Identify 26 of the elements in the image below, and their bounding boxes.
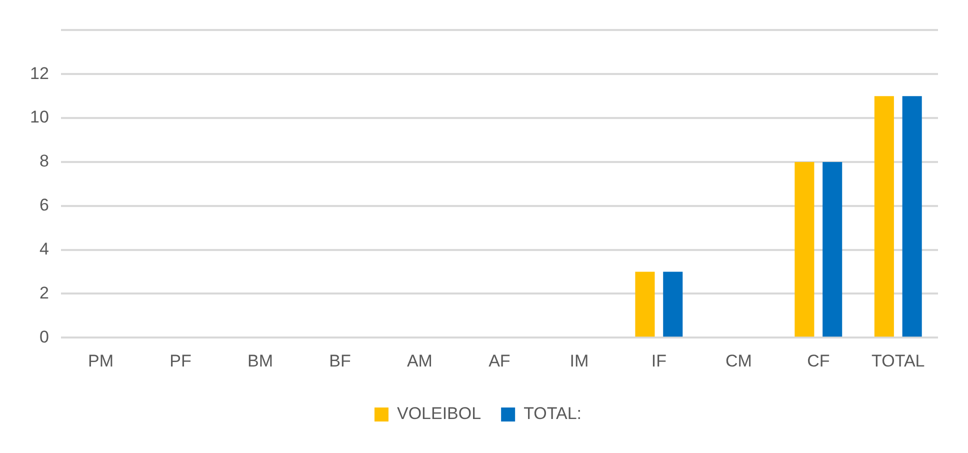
legend-label: VOLEIBOL: [396, 404, 482, 424]
y-tick-label: 12: [30, 64, 49, 83]
x-tick-label: AM: [406, 351, 432, 370]
x-tick-label: PF: [170, 351, 192, 370]
bar: [874, 96, 894, 337]
y-tick-label: 4: [39, 239, 49, 258]
x-tick-label: AF: [488, 351, 510, 370]
x-tick-label: IF: [651, 351, 666, 370]
x-tick-label: CF: [807, 351, 830, 370]
x-tick-label: BF: [329, 351, 351, 370]
x-tick-label: CM: [725, 351, 752, 370]
y-tick-label: 10: [30, 108, 49, 127]
bar: [635, 272, 655, 337]
y-tick-label: 8: [39, 152, 49, 171]
bar: [822, 162, 842, 337]
x-tick-label: BM: [248, 351, 273, 370]
y-tick-label: 6: [39, 196, 49, 215]
bar: [794, 162, 814, 337]
legend-label: TOTAL:: [524, 404, 582, 424]
y-tick-label: 0: [39, 327, 49, 346]
x-tick-label: IM: [570, 351, 589, 370]
bar: [902, 96, 922, 337]
x-tick-label: TOTAL: [872, 351, 925, 370]
bar: [663, 272, 683, 337]
y-tick-label: 2: [39, 283, 49, 302]
x-tick-label: PM: [88, 351, 114, 370]
